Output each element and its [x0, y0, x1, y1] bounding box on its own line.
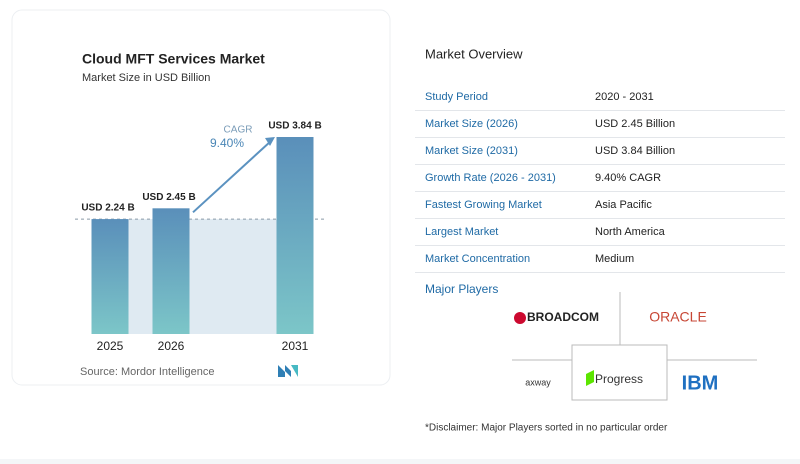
row-label: Largest Market: [425, 226, 498, 238]
cagr-arrowhead: [265, 137, 275, 146]
player-logo: Progress: [595, 372, 643, 386]
baseline-area: [110, 219, 295, 334]
row-label: Fastest Growing Market: [425, 199, 542, 211]
row-value: North America: [595, 226, 666, 238]
row-label: Growth Rate (2026 - 2031): [425, 172, 556, 184]
broadcom-icon: [514, 312, 526, 324]
player-logo: IBM: [682, 372, 719, 394]
progress-icon: [586, 370, 594, 386]
chart-subtitle: Market Size in USD Billion: [82, 72, 210, 84]
bar: [91, 219, 129, 334]
cagr-arrow: [192, 140, 272, 214]
x-tick-label: 2031: [282, 339, 309, 353]
players-title: Major Players: [425, 282, 498, 296]
overview-title: Market Overview: [425, 46, 523, 61]
row-value: Asia Pacific: [595, 199, 652, 211]
x-tick-label: 2026: [158, 339, 185, 353]
chart-title: Cloud MFT Services Market: [82, 51, 265, 67]
player-logo: BROADCOM: [527, 310, 599, 324]
logo-grid: [512, 292, 757, 401]
source: Source: Mordor Intelligence: [80, 366, 215, 378]
bar: [276, 137, 314, 334]
cagr-label: CAGR: [224, 125, 253, 136]
player-logo: ORACLE: [649, 309, 707, 325]
player-logo: axway: [525, 377, 551, 387]
row-value: Medium: [595, 253, 634, 265]
x-tick-label: 2025: [97, 339, 124, 353]
disclaimer: *Disclaimer: Major Players sorted in no …: [425, 423, 668, 434]
row-value: USD 2.45 Billion: [595, 118, 675, 130]
row-label: Market Concentration: [425, 253, 530, 265]
logo: [278, 365, 298, 377]
row-label: Market Size (2031): [425, 145, 518, 157]
value-label: USD 3.84 B: [268, 121, 321, 132]
value-label: USD 2.45 B: [142, 192, 195, 203]
cagr-value: 9.40%: [210, 136, 244, 150]
row-label: Study Period: [425, 91, 488, 103]
value-label: USD 2.24 B: [81, 203, 134, 214]
bar: [152, 208, 190, 334]
row-value: 9.40% CAGR: [595, 172, 661, 184]
row-value: 2020 - 2031: [595, 91, 654, 103]
row-value: USD 3.84 Billion: [595, 145, 675, 157]
row-label: Market Size (2026): [425, 118, 518, 130]
